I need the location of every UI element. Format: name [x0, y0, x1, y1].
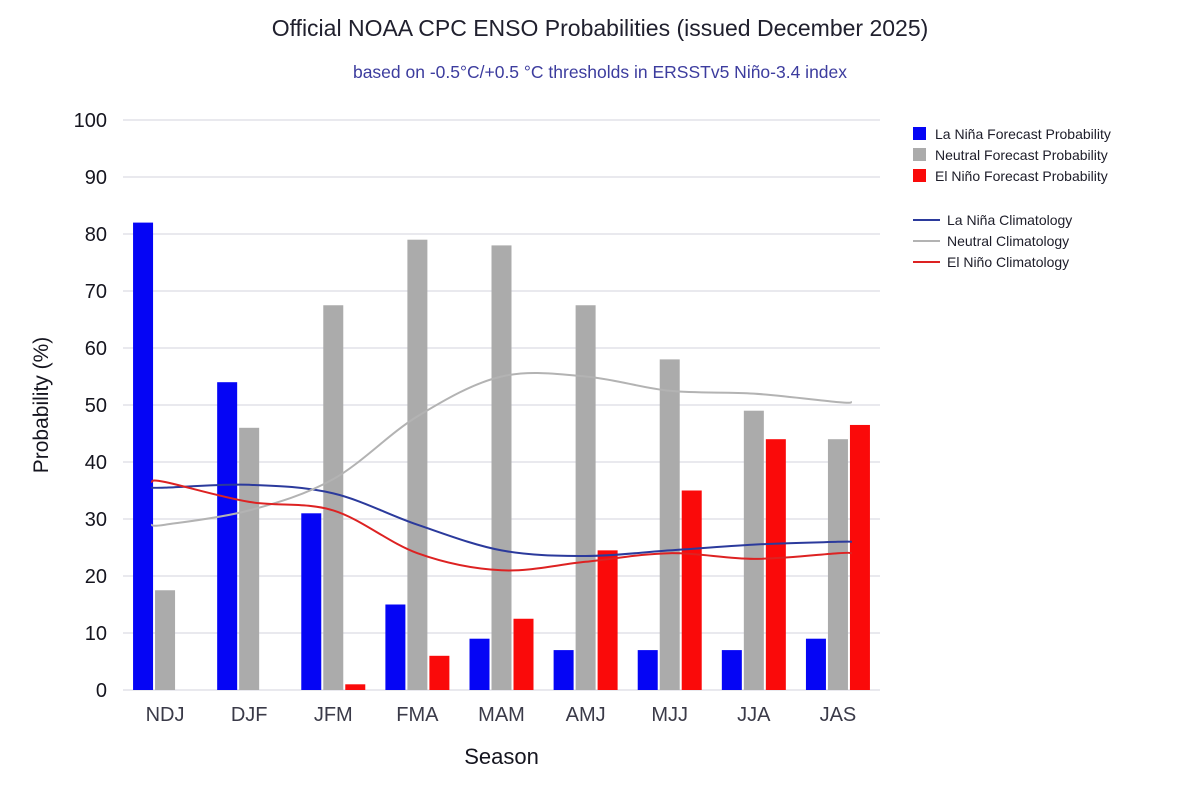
legend-item-neutral-climatology: Neutral Climatology	[913, 230, 1111, 251]
y-tick-label-60: 60	[85, 338, 107, 360]
legend-item-neutral-forecast: Neutral Forecast Probability	[913, 144, 1111, 165]
line-neutral-climo	[150, 371, 852, 527]
bar-el-nino-mam	[513, 618, 534, 690]
bar-neutral-fma	[407, 239, 428, 690]
bar-el-nino-jas	[849, 424, 870, 690]
line-el-nino-climo	[150, 479, 852, 572]
bar-el-nino-fma	[429, 655, 450, 690]
la-nina-swatch-icon	[913, 127, 926, 140]
y-tick-label-50: 50	[85, 395, 107, 417]
el-nino-swatch-icon	[913, 169, 926, 182]
bar-neutral-jja	[743, 410, 764, 690]
y-tick-label-70: 70	[85, 281, 107, 303]
x-tick-label-jfm: JFM	[314, 704, 353, 726]
x-axis-title: Season	[464, 744, 539, 769]
y-tick-label-0: 0	[96, 680, 107, 702]
legend-item-el-nino-forecast: El Niño Forecast Probability	[913, 165, 1111, 186]
legend-label: La Niña Forecast Probability	[935, 125, 1111, 142]
bar-la-nina-mjj	[637, 650, 658, 690]
bar-el-nino-jja	[765, 439, 786, 690]
y-tick-label-20: 20	[85, 566, 107, 588]
bar-la-nina-jja	[721, 650, 742, 690]
x-tick-label-amj: AMJ	[566, 704, 606, 726]
el-nino-line-swatch-icon	[913, 260, 940, 263]
y-tick-label-100: 100	[74, 110, 107, 132]
legend-label: La Niña Climatology	[947, 211, 1073, 228]
bar-neutral-djf	[239, 427, 260, 690]
neutral-swatch-icon	[913, 148, 926, 161]
legend-item-la-nina-climatology: La Niña Climatology	[913, 209, 1111, 230]
legend: La Niña Forecast Probability Neutral For…	[913, 123, 1111, 272]
bar-neutral-jfm	[323, 305, 344, 690]
x-tick-label-djf: DJF	[231, 704, 268, 726]
x-tick-label-fma: FMA	[396, 704, 439, 726]
neutral-line-swatch-icon	[913, 239, 940, 242]
bar-neutral-mam	[491, 245, 512, 690]
legend-item-el-nino-climatology: El Niño Climatology	[913, 251, 1111, 272]
bar-neutral-mjj	[659, 359, 680, 690]
y-axis-title: Probability (%)	[30, 336, 53, 474]
legend-label: Neutral Climatology	[947, 232, 1070, 249]
bar-la-nina-amj	[553, 650, 574, 690]
x-tick-label-ndj: NDJ	[146, 704, 185, 726]
la-nina-line-swatch-icon	[913, 218, 940, 221]
legend-label: El Niño Forecast Probability	[935, 167, 1108, 184]
y-tick-label-10: 10	[85, 623, 107, 645]
legend-label: El Niño Climatology	[947, 253, 1070, 270]
x-tick-label-mjj: MJJ	[651, 704, 688, 726]
y-tick-label-90: 90	[85, 167, 107, 189]
bar-neutral-ndj	[155, 590, 176, 690]
x-tick-label-jas: JAS	[820, 704, 857, 726]
bar-neutral-jas	[827, 439, 848, 690]
legend-item-la-nina-forecast: La Niña Forecast Probability	[913, 123, 1111, 144]
bar-la-nina-jas	[805, 638, 826, 690]
line-la-nina-climo	[151, 483, 852, 558]
chart-subtitle: based on -0.5°C/+0.5 °C thresholds in ER…	[352, 62, 848, 82]
legend-divider	[913, 186, 1111, 209]
bar-la-nina-ndj	[133, 222, 154, 690]
y-tick-label-80: 80	[85, 224, 107, 246]
x-tick-label-jja: JJA	[737, 704, 771, 726]
bar-la-nina-jfm	[301, 513, 322, 690]
bar-la-nina-fma	[385, 604, 406, 690]
y-tick-label-40: 40	[85, 452, 107, 474]
bar-el-nino-mjj	[681, 490, 702, 690]
bar-el-nino-jfm	[345, 684, 366, 690]
bar-neutral-amj	[575, 305, 596, 690]
bar-el-nino-amj	[597, 550, 618, 690]
chart-title: Official NOAA CPC ENSO Probabilities (is…	[271, 15, 929, 41]
legend-label: Neutral Forecast Probability	[935, 146, 1108, 163]
bar-la-nina-djf	[217, 382, 238, 690]
y-tick-label-30: 30	[85, 509, 107, 531]
x-tick-label-mam: MAM	[478, 704, 525, 726]
bar-la-nina-mam	[469, 638, 490, 690]
